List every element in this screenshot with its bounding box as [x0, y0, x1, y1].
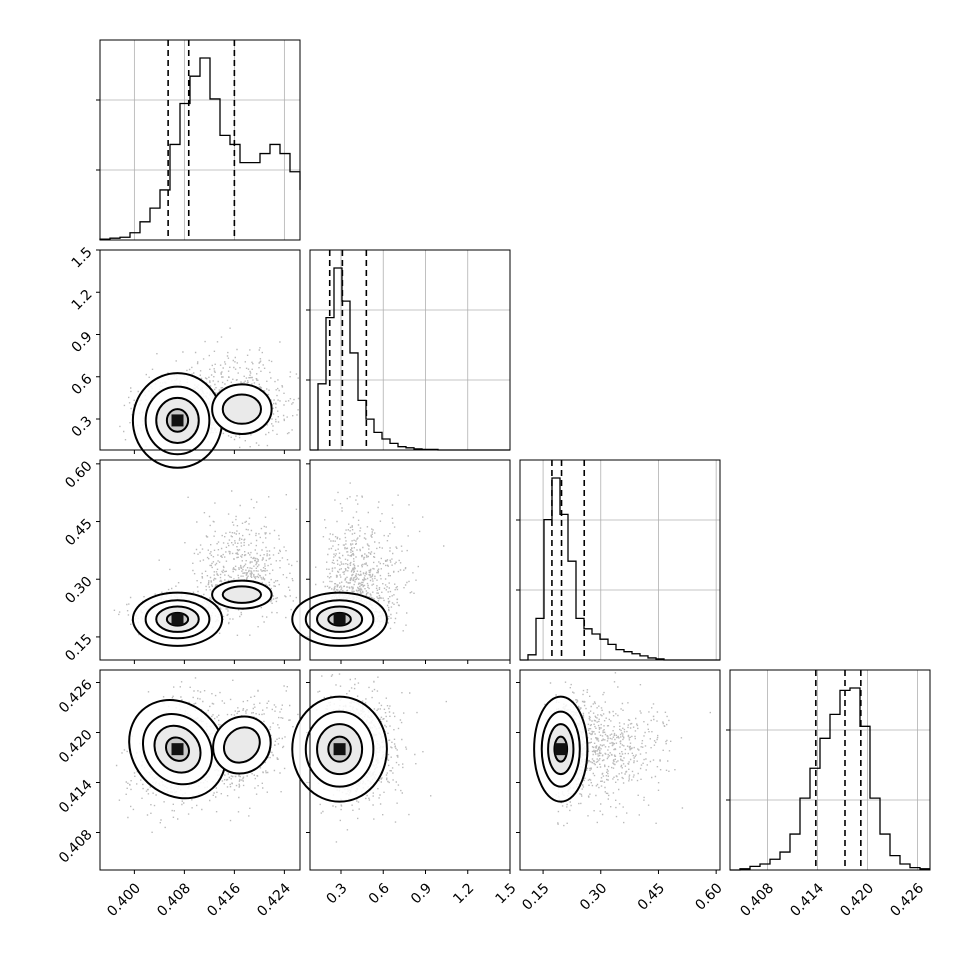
scatter-panel-0-3 [96, 669, 301, 874]
x-tick-label: 0.3 [324, 880, 351, 907]
x-tick-label: 0.30 [577, 880, 610, 913]
x-tick-label: 0.400 [104, 880, 144, 920]
scatter-panel-0-2 [96, 459, 301, 664]
panel-frame [99, 459, 301, 661]
x-tick-label: 1.5 [493, 880, 520, 907]
density-peak [171, 414, 184, 427]
y-tick-label: 0.9 [69, 329, 96, 356]
density-peak [333, 613, 346, 626]
y-tick-label: 0.426 [56, 677, 96, 717]
y-tick-label: 0.15 [62, 631, 95, 664]
y-tick-label: 0.6 [69, 371, 96, 398]
panels-layer: 0.30.60.91.21.50.150.300.450.600.4080.41… [56, 39, 931, 920]
y-tick-label: 0.45 [62, 516, 95, 549]
x-tick-label: 0.60 [692, 880, 725, 913]
histogram-steps [99, 57, 301, 240]
density-peak [554, 743, 567, 756]
hist-panel-2 [516, 459, 721, 661]
x-tick-label: 0.408 [154, 880, 194, 920]
y-tick-label: 0.60 [62, 458, 95, 491]
y-tick-label: 1.2 [69, 287, 96, 314]
x-tick-label: 0.408 [737, 880, 777, 920]
panel-frame [519, 459, 721, 661]
panel-frame [309, 459, 511, 661]
y-tick-label: 1.5 [69, 244, 96, 271]
x-tick-label: 0.416 [204, 880, 244, 920]
density-peak [171, 743, 184, 756]
hist-panel-3 [726, 669, 931, 871]
scatter-panel-2-3 [516, 669, 721, 874]
hist-panel-0 [96, 39, 301, 241]
panel-frame [99, 39, 301, 241]
histogram-steps [310, 267, 510, 451]
y-tick-label: 0.408 [56, 827, 96, 867]
x-tick-label: 0.424 [254, 880, 294, 920]
y-tick-label: 0.414 [56, 777, 96, 817]
contour-secondary-inner [221, 585, 262, 604]
scatter-panel-1-3 [291, 669, 511, 874]
histogram-steps [520, 477, 720, 661]
contour-secondary-inner [221, 393, 262, 425]
panel-frame [519, 669, 721, 871]
x-tick-label: 0.15 [519, 880, 552, 913]
scatter-panel-1-2 [291, 459, 511, 664]
y-tick-label: 0.3 [69, 413, 96, 440]
panel-frame [309, 669, 511, 871]
x-tick-label: 0.426 [887, 880, 927, 920]
x-tick-label: 0.45 [635, 880, 668, 913]
x-tick-label: 0.414 [787, 880, 827, 920]
x-tick-label: 0.420 [837, 880, 877, 920]
hist-panel-1 [306, 249, 511, 451]
scatter-panel-0-1 [96, 249, 301, 469]
panel-frame [309, 249, 511, 451]
panel-frame [99, 249, 301, 451]
contour-secondary-inner [222, 726, 261, 764]
y-tick-label: 0.30 [62, 574, 95, 607]
density-peak [171, 613, 184, 626]
panel-frame [729, 669, 931, 871]
x-tick-label: 0.9 [408, 880, 435, 907]
x-tick-label: 1.2 [450, 880, 477, 907]
x-tick-label: 0.6 [366, 880, 393, 907]
density-peak [333, 743, 346, 756]
histogram-steps [730, 687, 930, 871]
y-tick-label: 0.420 [56, 727, 96, 767]
